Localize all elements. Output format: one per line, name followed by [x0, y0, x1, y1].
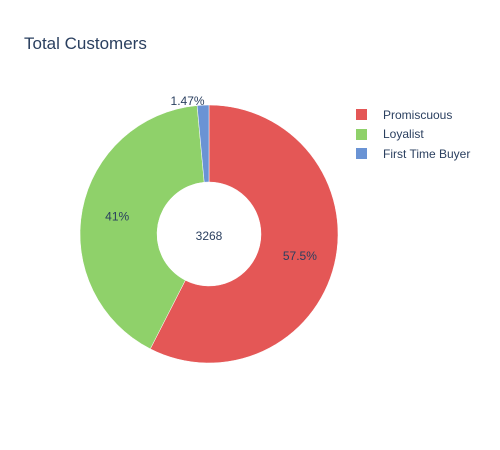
- slice-label-loyalist: 41%: [105, 209, 129, 223]
- legend-label: Promiscuous: [383, 107, 453, 122]
- legend: Promiscuous Loyalist First Time Buyer: [356, 105, 470, 164]
- donut-slices: [79, 104, 339, 364]
- legend-swatch-promiscuous: [356, 109, 367, 121]
- chart-title: Total Customers: [24, 34, 147, 53]
- legend-swatch-first-time-buyer: [356, 148, 367, 160]
- legend-item-first-time-buyer[interactable]: First Time Buyer: [356, 144, 470, 164]
- legend-label: First Time Buyer: [383, 146, 471, 161]
- slice-loyalist[interactable]: [79, 105, 205, 350]
- slice-label-first-time-buyer: 1.47%: [171, 94, 205, 108]
- slice-first-time-buyer[interactable]: [196, 104, 210, 183]
- legend-swatch-loyalist: [356, 128, 367, 140]
- legend-label: Loyalist: [383, 127, 424, 142]
- legend-item-promiscuous[interactable]: Promiscuous: [356, 105, 470, 125]
- slice-promiscuous[interactable]: [149, 104, 339, 364]
- legend-item-loyalist[interactable]: Loyalist: [356, 125, 470, 145]
- slice-label-promiscuous: 57.5%: [283, 249, 317, 263]
- donut-labels: 57.5% 41% 1.47%: [105, 94, 317, 263]
- donut-center-total: 3268: [196, 229, 223, 243]
